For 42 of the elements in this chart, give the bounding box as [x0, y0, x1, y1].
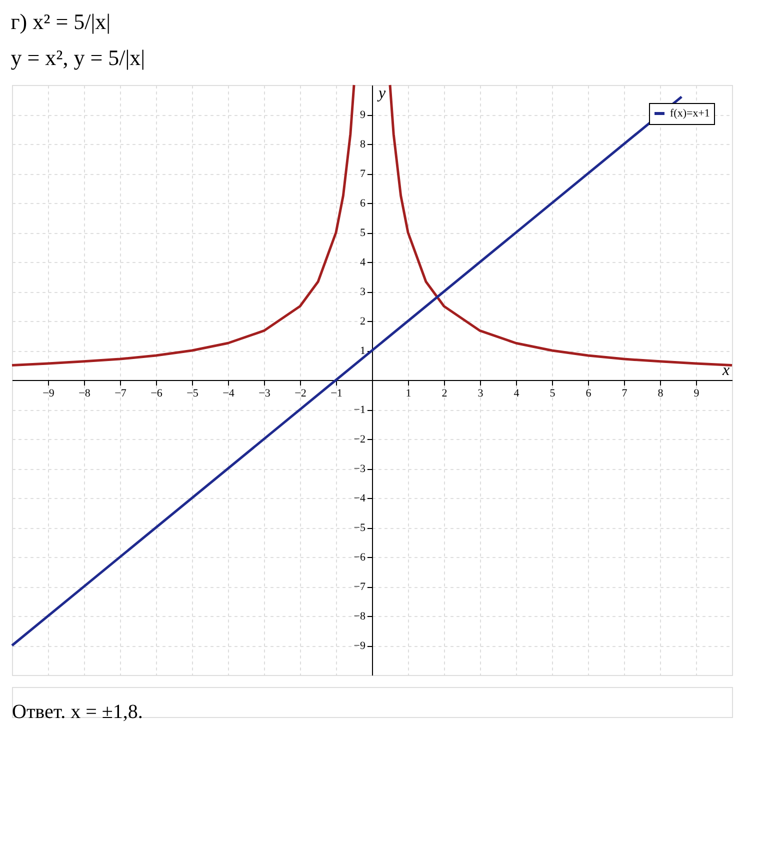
x-tick-label: 7: [622, 388, 628, 400]
x-tick-label: −7: [114, 388, 127, 400]
x-tick-label: −1: [330, 388, 342, 400]
legend-label: f(x)=x+1: [670, 108, 710, 120]
x-tick-label: −3: [258, 388, 271, 400]
x-tick-label: 3: [478, 388, 484, 400]
x-tick-label: −6: [150, 388, 163, 400]
x-tick-label: 5: [550, 388, 556, 400]
y-tick-label: −7: [354, 581, 366, 593]
y-tick-label: −9: [354, 640, 366, 652]
x-tick-label: −8: [78, 388, 91, 400]
y-tick-label: −3: [354, 463, 366, 475]
x-tick-label: 1: [406, 388, 412, 400]
y-tick-label: 4: [360, 256, 366, 268]
x-tick-label: −2: [294, 388, 306, 400]
y-tick-label: −2: [354, 434, 366, 446]
y-tick-label: −4: [354, 492, 366, 504]
y-tick-label: −5: [354, 522, 366, 534]
y-tick-label: −6: [354, 552, 366, 564]
y-tick-label: 6: [360, 198, 366, 210]
y-tick-label: 5: [360, 227, 366, 239]
x-tick-label: 2: [442, 388, 448, 400]
chart-subtitle: y = x², y = 5/|x|: [10, 44, 146, 70]
y-tick-label: −8: [354, 610, 366, 622]
x-tick-label: 9: [694, 388, 700, 400]
x-tick-label: −9: [42, 388, 55, 400]
text: Ответ. x = ±1,8.: [12, 701, 143, 723]
x-tick-label: −5: [186, 388, 199, 400]
y-tick-label: 2: [360, 316, 366, 328]
y-tick-label: 7: [360, 168, 366, 180]
y-tick-label: 3: [360, 286, 366, 298]
chart-title: г) x² = 5/|x|: [10, 8, 111, 34]
y-tick-label: −1: [354, 404, 366, 416]
x-tick-label: −4: [222, 388, 235, 400]
x-tick-label: 4: [514, 388, 520, 400]
x-tick-label: 8: [658, 388, 664, 400]
y-tick-label: 8: [360, 138, 366, 150]
x-tick-label: 6: [586, 388, 592, 400]
x-axis-title: x: [721, 362, 730, 379]
y-tick-label: 9: [360, 109, 366, 121]
y-tick-label: 1: [360, 345, 366, 357]
y-axis-title: y: [376, 85, 386, 102]
